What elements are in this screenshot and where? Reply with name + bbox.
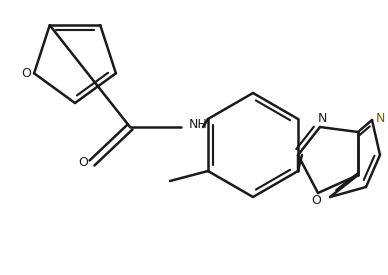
- Text: O: O: [78, 156, 88, 169]
- Text: O: O: [311, 194, 321, 208]
- Text: N: N: [375, 111, 385, 125]
- Text: O: O: [21, 67, 31, 80]
- Text: N: N: [317, 112, 327, 125]
- Text: NH: NH: [189, 119, 208, 131]
